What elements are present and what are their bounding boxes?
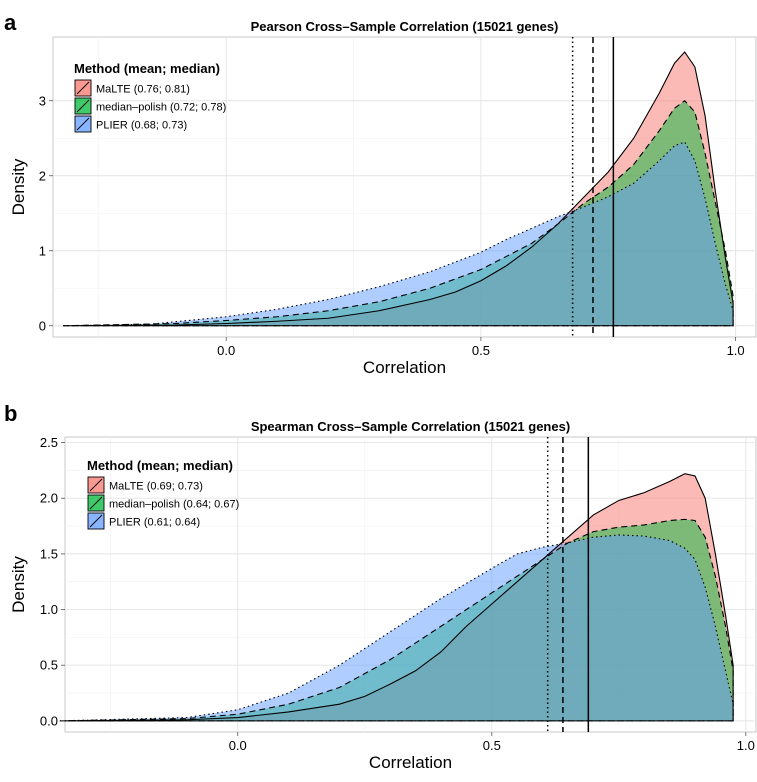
x-tick-label: 0.5 [483, 738, 501, 753]
y-tick-label: 0.5 [40, 658, 58, 673]
y-tick-label: 2.5 [40, 435, 58, 450]
y-tick-label: 1 [39, 243, 46, 258]
chart-panel-a: a Pearson Cross–Sample Correlation (15021… [4, 10, 757, 377]
legend: Method (mean; median) MaLTE (0.69; 0.73) m… [87, 458, 239, 530]
y-tick-label: 3 [39, 93, 46, 108]
y-axis-label: Density [9, 158, 28, 215]
chart-title: Spearman Cross–Sample Correlation (15021… [251, 419, 570, 434]
x-tick-label: 0.5 [472, 343, 490, 358]
mean-lines [571, 37, 615, 337]
x-tick-label: 1.0 [737, 738, 755, 753]
legend-label: PLIER (0.61; 0.64) [109, 517, 200, 529]
legend-key-line [76, 99, 90, 113]
legend-key-line [76, 117, 90, 131]
legend-title: Method (mean; median) [74, 61, 220, 76]
chart-title: Pearson Cross–Sample Correlation (15021 … [251, 19, 559, 34]
density-line-2 [59, 534, 734, 722]
legend-title: Method (mean; median) [87, 458, 233, 473]
legend-key-line [89, 478, 103, 492]
panel-label: b [4, 401, 17, 426]
y-tick-label: 0.0 [40, 713, 58, 728]
density-line-0 [59, 473, 734, 722]
density-area-2 [63, 142, 734, 326]
y-tick-label: 2 [39, 168, 46, 183]
density-areas [59, 473, 734, 721]
y-tick-label: 2.0 [40, 491, 58, 506]
density-lines [63, 51, 734, 327]
y-axis-label: Density [9, 556, 28, 613]
chart-panel-b: b Spearman Cross–Sample Correlation (1502… [4, 401, 757, 772]
axes: 0.0 0.5 1.0 0 1 2 3 Correlation Density [9, 93, 745, 377]
legend-label: PLIER (0.68; 0.73) [96, 120, 187, 132]
x-axis-label: Correlation [363, 358, 446, 377]
x-tick-label: 0.0 [217, 343, 235, 358]
density-line-1 [59, 518, 734, 722]
x-tick-label: 1.0 [727, 343, 745, 358]
legend-label: median–polish (0.72; 0.78) [96, 102, 226, 114]
panel-label: a [4, 10, 17, 35]
density-areas [63, 52, 734, 326]
density-line-2 [63, 141, 734, 327]
y-tick-label: 1.5 [40, 546, 58, 561]
mean-lines [546, 437, 590, 732]
x-axis-label: Correlation [369, 753, 452, 772]
legend: Method (mean; median) MaLTE (0.76; 0.81) m… [74, 61, 226, 133]
legend-label: MaLTE (0.76; 0.81) [96, 84, 190, 96]
x-tick-label: 0.0 [229, 738, 247, 753]
density-area-2 [59, 534, 734, 721]
legend-label: median–polish (0.64; 0.67) [109, 499, 239, 511]
legend-key-line [89, 496, 103, 510]
axes: 0.0 0.5 1.0 0.0 0.5 1.0 1.5 2.0 2.5 Correlation De… [9, 435, 755, 772]
legend-key-line [76, 81, 90, 95]
density-line-0 [63, 51, 734, 327]
y-tick-label: 1.0 [40, 602, 58, 617]
legend-label: MaLTE (0.69; 0.73) [109, 481, 203, 493]
density-lines [59, 473, 734, 722]
y-tick-label: 0 [39, 318, 46, 333]
legend-key-line [89, 514, 103, 528]
